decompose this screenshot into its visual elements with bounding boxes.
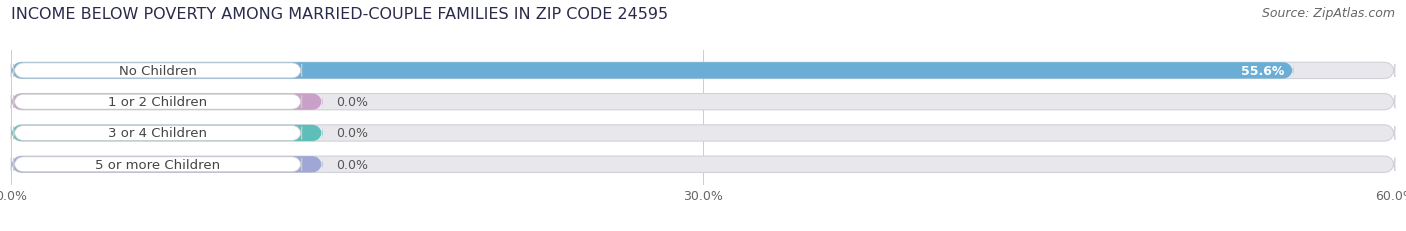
Text: 1 or 2 Children: 1 or 2 Children (108, 96, 207, 109)
FancyBboxPatch shape (11, 94, 322, 110)
Text: 0.0%: 0.0% (336, 158, 368, 171)
FancyBboxPatch shape (14, 157, 302, 172)
Text: Source: ZipAtlas.com: Source: ZipAtlas.com (1261, 7, 1395, 20)
Text: 55.6%: 55.6% (1240, 65, 1284, 78)
Text: INCOME BELOW POVERTY AMONG MARRIED-COUPLE FAMILIES IN ZIP CODE 24595: INCOME BELOW POVERTY AMONG MARRIED-COUPL… (11, 7, 668, 22)
Text: 0.0%: 0.0% (336, 127, 368, 140)
FancyBboxPatch shape (11, 125, 1395, 142)
FancyBboxPatch shape (11, 63, 1395, 79)
FancyBboxPatch shape (11, 156, 1395, 173)
FancyBboxPatch shape (11, 63, 1294, 79)
Text: 5 or more Children: 5 or more Children (96, 158, 221, 171)
FancyBboxPatch shape (11, 156, 322, 173)
Text: 3 or 4 Children: 3 or 4 Children (108, 127, 207, 140)
Text: 0.0%: 0.0% (336, 96, 368, 109)
FancyBboxPatch shape (14, 126, 302, 141)
Text: No Children: No Children (118, 65, 197, 78)
FancyBboxPatch shape (14, 95, 302, 110)
FancyBboxPatch shape (11, 125, 322, 142)
FancyBboxPatch shape (11, 94, 1395, 110)
FancyBboxPatch shape (14, 64, 302, 79)
